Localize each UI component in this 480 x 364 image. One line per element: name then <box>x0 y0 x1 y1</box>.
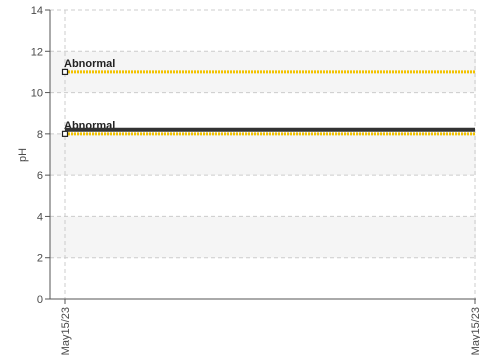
background-bands <box>50 10 476 299</box>
x-axis-ticks: May15/23 May15/23 <box>60 299 480 355</box>
y-tick-label-0: 0 <box>37 294 43 306</box>
y-tick-label-12: 12 <box>31 46 43 58</box>
y-tick-label-10: 10 <box>31 88 43 100</box>
y-axis-title: pH <box>17 148 29 162</box>
band-4 <box>50 92 476 134</box>
band-1 <box>50 216 476 258</box>
reference-marker-1 <box>61 130 69 137</box>
x-tick-label-1: May15/23 <box>470 307 480 355</box>
y-tick-label-8: 8 <box>37 129 43 141</box>
y-tick-label-2: 2 <box>37 253 43 265</box>
reference-marker-0 <box>61 68 69 76</box>
band-0 <box>50 257 476 299</box>
y-tick-label-14: 14 <box>31 5 43 17</box>
y-tick-label-6: 6 <box>37 170 43 182</box>
y-tick-label-4: 4 <box>37 211 43 223</box>
axes <box>49 10 476 300</box>
band-3 <box>50 133 476 176</box>
band-6 <box>50 10 476 52</box>
reference-label-0: Abnormal <box>64 58 115 70</box>
x-tick-label-0: May15/23 <box>60 307 72 355</box>
band-2 <box>50 175 476 217</box>
y-axis-ticks: 0 2 4 6 8 10 12 14 <box>31 5 50 306</box>
